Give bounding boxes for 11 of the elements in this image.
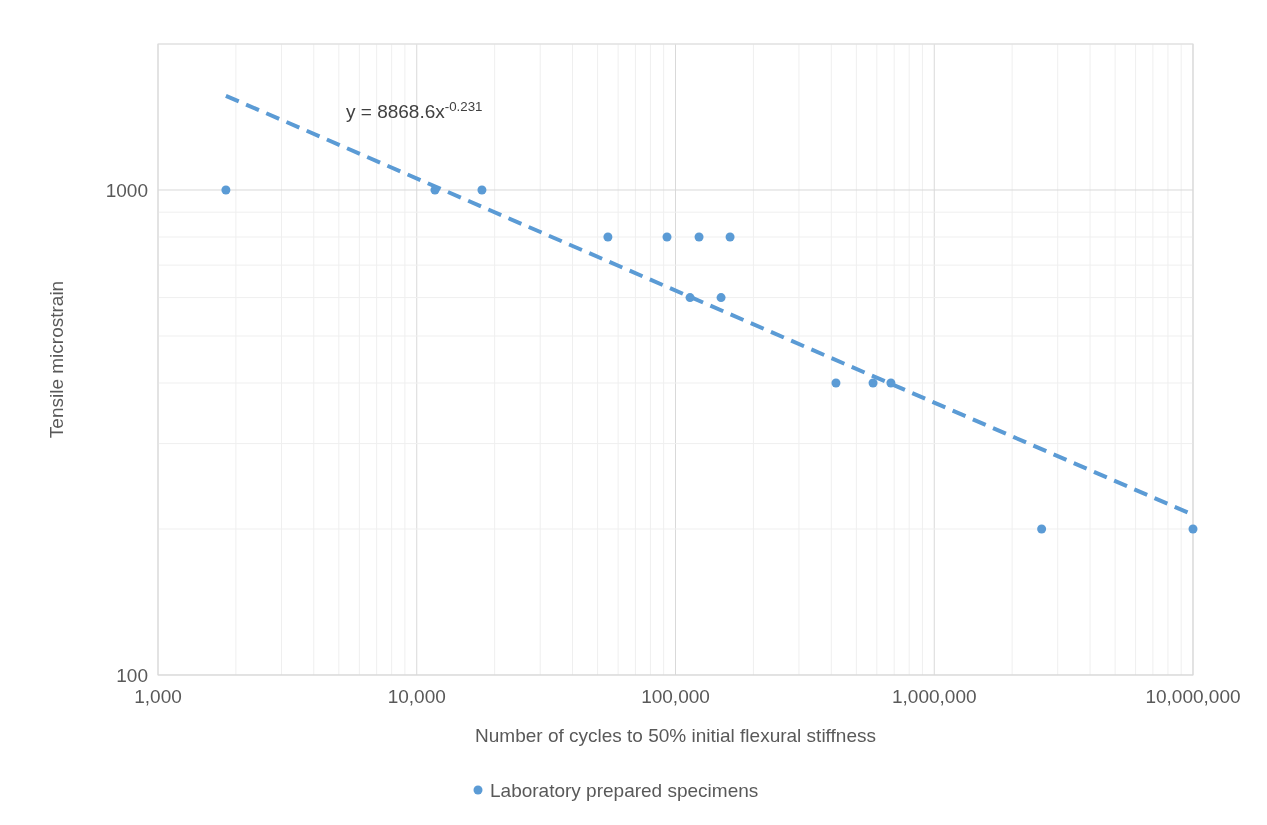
legend-label: Laboratory prepared specimens	[490, 779, 759, 801]
x-tick-label: 1,000	[134, 686, 182, 707]
x-tick-label: 100,000	[641, 686, 710, 707]
x-tick-label: 10,000	[387, 686, 446, 707]
x-axis-title: Number of cycles to 50% initial flexural stiffness	[475, 725, 876, 746]
annotation: y = 8868.6x$^{-0.231}$	[346, 98, 483, 122]
y-axis-title: Tensile microstrain	[46, 280, 67, 439]
y-tick-label: 1000	[105, 179, 148, 201]
x-tick-label: 10,000,000	[1145, 686, 1241, 707]
x-tick-label: 1,000,000	[891, 686, 977, 707]
y-tick-label: 100	[116, 664, 148, 686]
